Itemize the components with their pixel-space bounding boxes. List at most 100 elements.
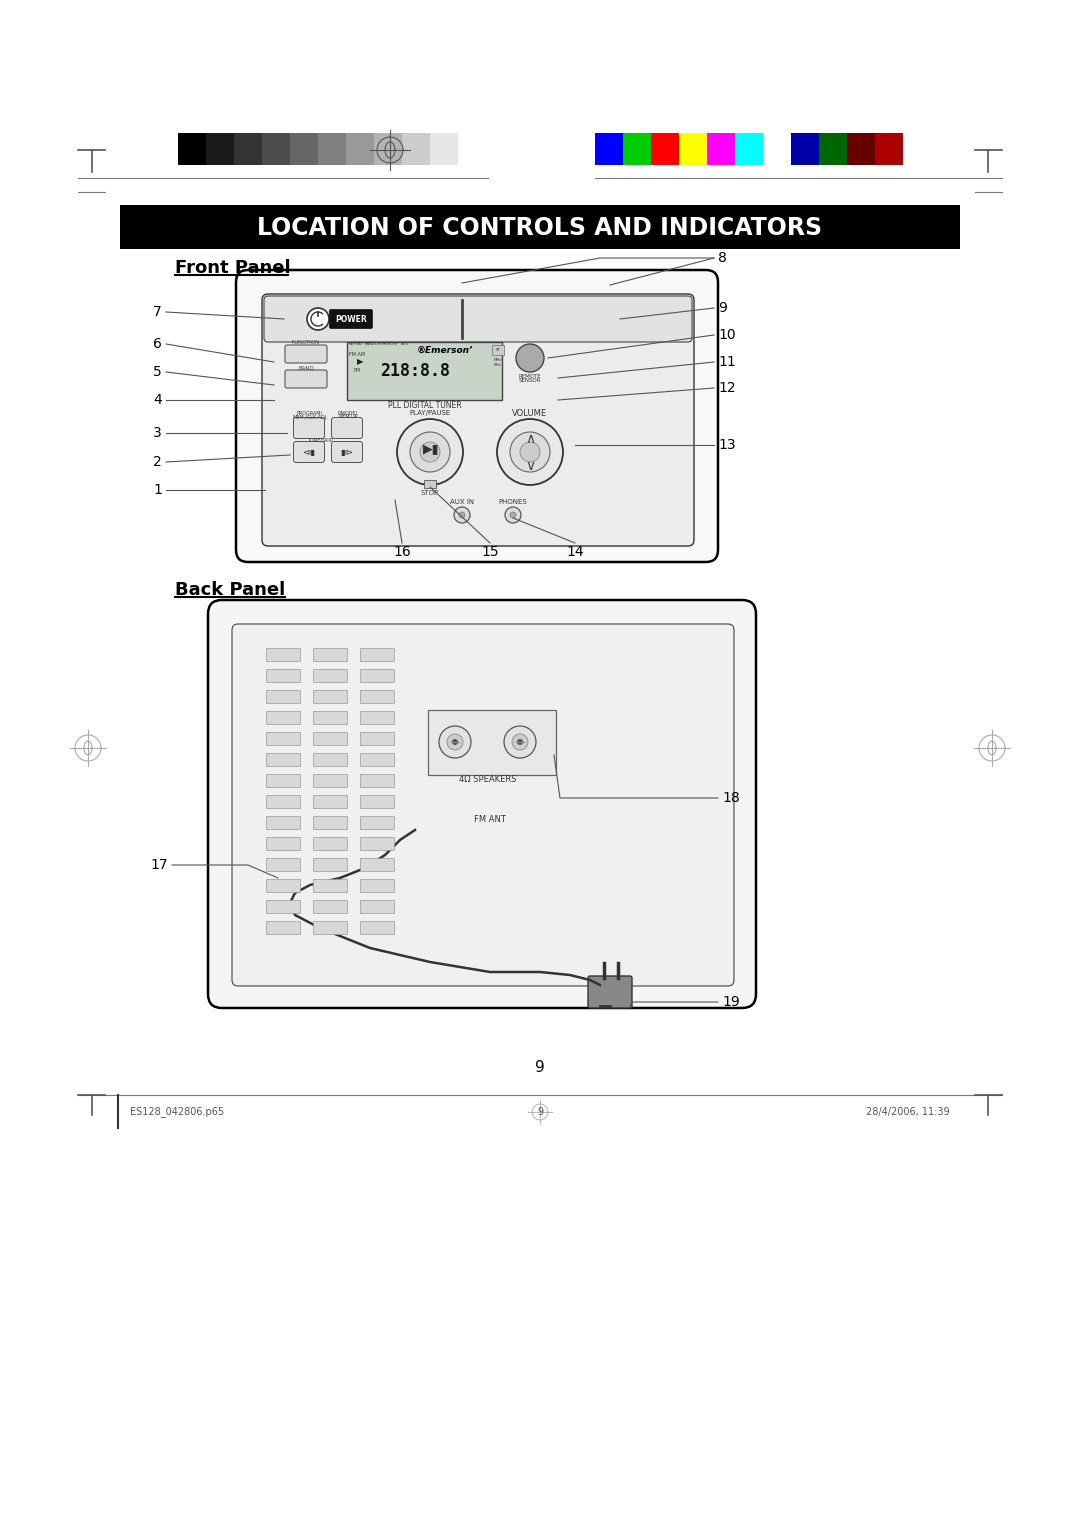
Circle shape bbox=[453, 740, 458, 746]
Circle shape bbox=[397, 419, 463, 484]
Text: 218:8.8: 218:8.8 bbox=[380, 362, 450, 380]
Text: 5: 5 bbox=[153, 365, 162, 379]
Text: ES128_042806.p65: ES128_042806.p65 bbox=[130, 1106, 225, 1117]
Bar bbox=[402, 133, 430, 165]
Bar bbox=[313, 691, 347, 703]
Bar bbox=[266, 879, 300, 892]
Text: 1: 1 bbox=[153, 483, 162, 497]
Bar bbox=[266, 691, 300, 703]
Text: SENSOR: SENSOR bbox=[518, 379, 541, 384]
Circle shape bbox=[438, 726, 471, 758]
FancyBboxPatch shape bbox=[329, 310, 373, 329]
Bar bbox=[266, 921, 300, 934]
Text: PROGRAM/: PROGRAM/ bbox=[297, 411, 323, 416]
Bar bbox=[313, 711, 347, 724]
Bar bbox=[492, 345, 504, 354]
Bar bbox=[374, 133, 402, 165]
Text: 9: 9 bbox=[537, 1106, 543, 1117]
Circle shape bbox=[517, 740, 523, 746]
Bar bbox=[360, 711, 394, 724]
Bar bbox=[360, 816, 394, 830]
Text: AUX IN: AUX IN bbox=[450, 500, 474, 504]
Bar bbox=[313, 795, 347, 808]
Bar bbox=[651, 133, 679, 165]
Text: FM: FM bbox=[353, 368, 361, 373]
Bar bbox=[360, 753, 394, 766]
Circle shape bbox=[512, 733, 528, 750]
FancyBboxPatch shape bbox=[264, 296, 692, 342]
Text: REMOTE: REMOTE bbox=[518, 373, 541, 379]
Bar bbox=[707, 133, 735, 165]
Text: 17: 17 bbox=[150, 859, 168, 872]
Text: ⧏▮: ⧏▮ bbox=[302, 448, 315, 457]
Text: 13: 13 bbox=[718, 439, 735, 452]
Bar bbox=[875, 133, 903, 165]
Bar bbox=[762, 133, 791, 165]
Bar bbox=[360, 775, 394, 787]
Circle shape bbox=[410, 432, 450, 472]
Bar bbox=[346, 133, 374, 165]
Text: ®Emerson’: ®Emerson’ bbox=[417, 345, 473, 354]
Circle shape bbox=[497, 419, 563, 484]
Bar bbox=[360, 648, 394, 662]
Text: 10: 10 bbox=[718, 329, 735, 342]
Bar bbox=[266, 795, 300, 808]
Circle shape bbox=[505, 507, 521, 523]
Text: 15: 15 bbox=[482, 545, 499, 559]
Bar bbox=[266, 816, 300, 830]
Text: 8: 8 bbox=[718, 251, 727, 264]
Bar bbox=[206, 133, 234, 165]
Text: ∨: ∨ bbox=[525, 458, 535, 474]
Bar bbox=[360, 921, 394, 934]
Text: LOCATION OF CONTROLS AND INDICATORS: LOCATION OF CONTROLS AND INDICATORS bbox=[257, 215, 823, 240]
Bar bbox=[623, 133, 651, 165]
Bar bbox=[428, 711, 556, 775]
Bar bbox=[178, 133, 206, 165]
Bar bbox=[291, 133, 318, 165]
FancyBboxPatch shape bbox=[294, 417, 324, 439]
Text: KHz: KHz bbox=[495, 364, 502, 367]
Bar bbox=[313, 775, 347, 787]
Text: VOLUME: VOLUME bbox=[512, 408, 548, 417]
Text: 19: 19 bbox=[723, 995, 740, 1008]
FancyBboxPatch shape bbox=[232, 623, 734, 986]
Bar bbox=[360, 879, 394, 892]
Bar bbox=[313, 837, 347, 850]
Circle shape bbox=[504, 726, 536, 758]
Text: 11: 11 bbox=[718, 354, 735, 368]
Bar bbox=[847, 133, 875, 165]
Bar bbox=[266, 900, 300, 914]
Text: PLAY/PAUSE: PLAY/PAUSE bbox=[409, 410, 450, 416]
Text: PHONES: PHONES bbox=[499, 500, 527, 504]
Bar bbox=[313, 921, 347, 934]
Text: ▶▮: ▶▮ bbox=[422, 443, 440, 457]
Bar bbox=[313, 669, 347, 681]
Bar bbox=[266, 775, 300, 787]
Text: 16: 16 bbox=[393, 545, 410, 559]
FancyBboxPatch shape bbox=[588, 976, 632, 1008]
Bar bbox=[313, 648, 347, 662]
Bar bbox=[347, 342, 502, 400]
Text: PLL DIGITAL TUNER: PLL DIGITAL TUNER bbox=[388, 402, 462, 411]
Bar bbox=[313, 879, 347, 892]
Text: MEM./CLK.ADJ.: MEM./CLK.ADJ. bbox=[292, 414, 328, 420]
Text: STOP: STOP bbox=[421, 490, 440, 497]
Bar bbox=[360, 669, 394, 681]
Bar bbox=[266, 859, 300, 871]
Bar bbox=[313, 753, 347, 766]
Bar bbox=[360, 837, 394, 850]
Bar bbox=[313, 900, 347, 914]
Circle shape bbox=[519, 442, 540, 461]
Bar bbox=[313, 732, 347, 746]
Text: 18: 18 bbox=[723, 792, 740, 805]
Text: 6: 6 bbox=[153, 338, 162, 351]
Text: 2: 2 bbox=[153, 455, 162, 469]
Text: ▶: ▶ bbox=[356, 358, 363, 367]
Circle shape bbox=[420, 442, 440, 461]
Text: 12: 12 bbox=[718, 380, 735, 396]
Circle shape bbox=[459, 512, 465, 518]
Text: 4Ω SPEAKERS: 4Ω SPEAKERS bbox=[459, 776, 516, 784]
FancyBboxPatch shape bbox=[294, 442, 324, 463]
Text: MHz: MHz bbox=[494, 358, 502, 362]
Text: P.MODE/: P.MODE/ bbox=[338, 411, 359, 416]
